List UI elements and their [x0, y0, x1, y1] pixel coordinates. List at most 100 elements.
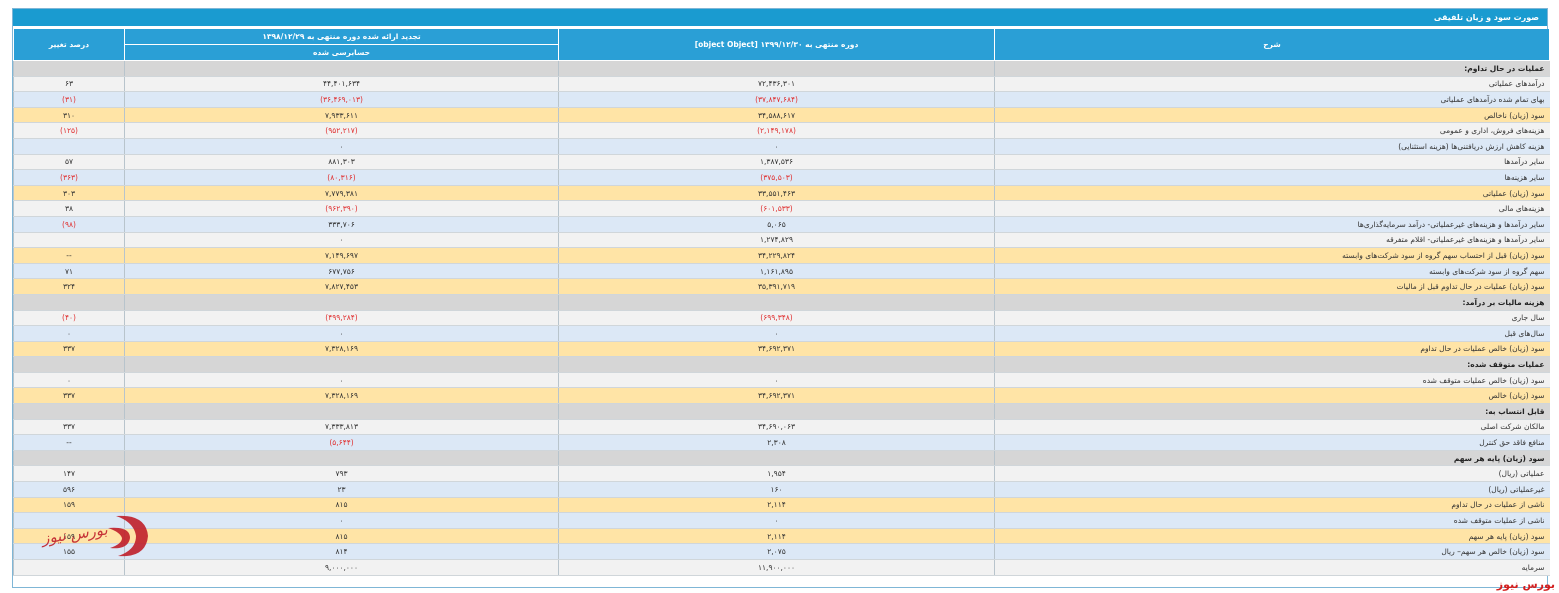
table-row: سود (زیان) خالص هر سهم– ریال ۲,۰۷۵ ۸۱۴ ۱۵۵ — [13, 543, 1550, 560]
previous-value: ۷,۸۲۷,۴۵۳ — [124, 278, 559, 295]
row-description: بهای تمام شده درآمدهای عملیاتی — [994, 91, 1550, 108]
current-value: ۷۲,۴۳۶,۳۰۱ — [558, 76, 995, 93]
row-description: سود (زیان) ناخالص — [994, 107, 1550, 124]
row-description: سود (زیان) خالص — [994, 387, 1550, 405]
previous-value — [124, 294, 559, 311]
percent-change: ۵۹۶ — [13, 481, 125, 498]
table-row: سود (زیان) پایه هر سهم ۲,۱۱۴ ۸۱۵ ۱۵۹ — [13, 528, 1550, 545]
row-description: سایر درآمدها — [994, 154, 1550, 171]
percent-change: ۳۳۷ — [13, 387, 125, 405]
current-value: ۳۴,۲۲۹,۸۲۴ — [558, 247, 995, 264]
current-value: ۳۳,۵۵۱,۴۶۳ — [558, 185, 995, 202]
logo-wordmark: بورس نیوز — [39, 521, 109, 548]
current-value: ۵,۰۶۵ — [558, 216, 995, 233]
percent-change: ۶۳ — [13, 76, 125, 93]
current-value: ۳۵,۳۹۱,۷۱۹ — [558, 278, 995, 295]
current-value: ۱۶۰ — [558, 481, 995, 498]
previous-value: ۷,۳۲۸,۱۶۹ — [124, 387, 559, 405]
table-row: درآمدهای عملیاتی ۷۲,۴۳۶,۳۰۱ ۴۴,۴۰۱,۶۳۴ ۶۳ — [13, 76, 1550, 93]
percent-change: ۰ — [13, 325, 125, 342]
table-row: سایر درآمدها و هزینه‌های غیرعملیاتی- اقل… — [13, 232, 1550, 249]
statement-panel: صورت سود و زیان تلفیقی شرح دوره منتهی به… — [12, 8, 1550, 588]
row-description: سود (زیان) پایه هر سهم — [994, 528, 1550, 545]
previous-value: ۸۱۵ — [124, 497, 559, 514]
row-description: سود (زیان) عملیات در حال تداوم قبل از ما… — [994, 278, 1550, 295]
previous-value: ۷,۳۲۸,۱۶۹ — [124, 341, 559, 358]
previous-value — [124, 450, 559, 467]
table-row: سال‌های قبل ۰ ۰ ۰ — [13, 325, 1550, 342]
current-value: ۳۴,۶۹۲,۳۷۱ — [558, 341, 995, 358]
table-row: سهم گروه از سود شرکت‌های وابسته ۱,۱۶۱,۸۹۵… — [13, 263, 1550, 280]
row-description: عملیاتی (ریال) — [994, 465, 1550, 483]
previous-value: ۶۷۷,۷۵۶ — [124, 263, 559, 280]
row-description: هزینه‌های مالی — [994, 200, 1550, 217]
row-description: سود (زیان) عملیاتی — [994, 185, 1550, 202]
row-description: ناشی از عملیات متوقف شده — [994, 512, 1550, 529]
percent-change: (۱۲۵) — [13, 122, 125, 139]
table-body: عملیات در حال تداوم: درآمدهای عملیاتی ۷۲,۴… — [13, 60, 1550, 576]
table-row: سود (زیان) ناخالص ۳۴,۵۸۸,۶۱۷ ۷,۹۳۳,۶۱۱ ۳۱۰ — [13, 107, 1550, 124]
row-description: هزینه‌های فروش، اداری و عمومی — [994, 122, 1550, 139]
percent-change: ۳۱۰ — [13, 107, 125, 124]
percent-change: ۷۱ — [13, 263, 125, 280]
current-value: (۲,۱۴۹,۱۷۸) — [558, 122, 995, 139]
previous-value: ۹,۰۰۰,۰۰۰ — [124, 559, 559, 576]
row-description: هزینه کاهش ارزش دریافتنی‌ها (هزینه استثن… — [994, 138, 1550, 155]
previous-value: ۷,۳۳۳,۸۱۳ — [124, 419, 559, 436]
percent-change: (۳۶۳) — [13, 169, 125, 186]
header-previous-audited: حسابرسی شده — [124, 44, 559, 61]
table-row: سایر هزینه‌ها (۳۷۵,۵۰۳) (۸۰,۳۱۶) (۳۶۳) — [13, 169, 1550, 186]
previous-value: ۸۸۱,۳۰۳ — [124, 154, 559, 171]
current-value: ۲,۱۱۴ — [558, 528, 995, 545]
previous-value: (۳۶,۴۶۹,۰۱۳) — [124, 91, 559, 108]
percent-change: ۳۲۴ — [13, 278, 125, 295]
header-previous-period: تجدید ارائه شده دوره منتهی به ۱۳۹۸/۱۲/۲۹ — [124, 29, 559, 45]
table-row: غیرعملیاتی (ریال) ۱۶۰ ۲۳ ۵۹۶ — [13, 481, 1550, 498]
row-description: سود (زیان) خالص عملیات در حال تداوم — [994, 341, 1550, 358]
row-description: سهم گروه از سود شرکت‌های وابسته — [994, 263, 1550, 280]
percent-change — [13, 512, 125, 529]
row-description: منافع فاقد حق کنترل — [994, 434, 1550, 451]
previous-value: ۰ — [124, 372, 559, 389]
row-description: غیرعملیاتی (ریال) — [994, 481, 1550, 498]
header-desc: شرح — [994, 29, 1550, 61]
current-value — [558, 450, 995, 467]
current-value — [558, 403, 995, 420]
row-description: سایر درآمدها و هزینه‌های غیرعملیاتی- اقل… — [994, 232, 1550, 249]
table-row: هزینه کاهش ارزش دریافتنی‌ها (هزینه استثن… — [13, 138, 1550, 155]
previous-value: ۷,۱۴۹,۶۹۷ — [124, 247, 559, 264]
table-row: سود (زیان) خالص عملیات متوقف شده ۰ ۰ ۰ — [13, 372, 1550, 389]
current-value: ۰ — [558, 512, 995, 529]
row-description: سال‌های قبل — [994, 325, 1550, 342]
table-row: سود (زیان) خالص عملیات در حال تداوم ۳۴,۶۹… — [13, 341, 1550, 358]
header-current-period: دوره منتهی به ۱۳۹۹/۱۲/۳۰ [object Object] — [558, 29, 995, 61]
percent-change — [13, 559, 125, 576]
statement-title: صورت سود و زیان تلفیقی — [13, 9, 1547, 26]
previous-value: ۰ — [124, 325, 559, 342]
previous-value: ۷۹۳ — [124, 465, 559, 483]
table-row: ناشی از عملیات در حال تداوم ۲,۱۱۴ ۸۱۵ ۱۵۹ — [13, 497, 1550, 514]
current-value: (۶۰۱,۵۳۳) — [558, 200, 995, 217]
previous-value: (۴۹۹,۲۸۴) — [124, 310, 559, 327]
current-value: ۲,۰۷۵ — [558, 543, 995, 560]
percent-change: -- — [13, 247, 125, 264]
current-value: ۱۱,۹۰۰,۰۰۰ — [558, 559, 995, 576]
previous-value — [124, 403, 559, 420]
row-description: عملیات در حال تداوم: — [994, 60, 1550, 77]
row-description: هزینه مالیات بر درآمد: — [994, 294, 1550, 311]
current-value: ۰ — [558, 138, 995, 155]
previous-value — [124, 60, 559, 77]
section-row: عملیات در حال تداوم: — [13, 60, 1550, 77]
percent-change: (۴۰) — [13, 310, 125, 327]
percent-change — [13, 232, 125, 249]
previous-value: ۳۳۳,۷۰۶ — [124, 216, 559, 233]
current-value: (۶۹۹,۳۴۸) — [558, 310, 995, 327]
percent-change: ۱۴۷ — [13, 465, 125, 483]
percent-change: ۳۸ — [13, 200, 125, 217]
table-row: سود (زیان) عملیات در حال تداوم قبل از ما… — [13, 278, 1550, 295]
current-value — [558, 356, 995, 373]
percent-change: ۱۵۹ — [13, 497, 125, 514]
percent-change: ۱۵۵ — [13, 543, 125, 560]
percent-change — [13, 450, 125, 467]
previous-value: (۹۶۲,۳۹۰) — [124, 200, 559, 217]
